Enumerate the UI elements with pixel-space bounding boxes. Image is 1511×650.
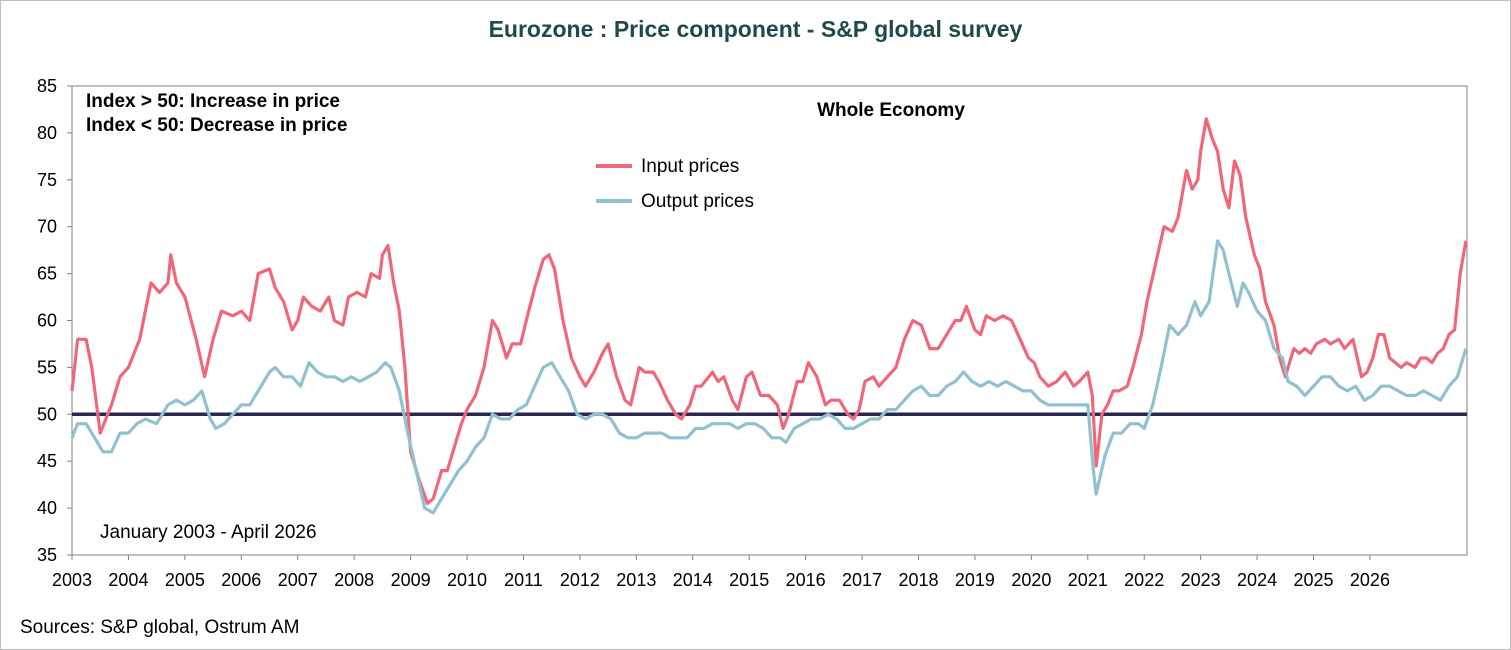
x-tick-label: 2014 [673, 570, 713, 590]
x-tick-label: 2022 [1124, 570, 1164, 590]
plot-area-border [71, 85, 1468, 556]
x-tick-label: 2009 [391, 570, 431, 590]
axes [71, 85, 1468, 556]
y-tick-label: 35 [37, 545, 57, 565]
x-tick-label: 2007 [278, 570, 318, 590]
x-tick-label: 2016 [786, 570, 826, 590]
x-tick-label: 2010 [447, 570, 487, 590]
y-tick-label: 70 [37, 217, 57, 237]
x-tick-label: 2021 [1068, 570, 1108, 590]
legend-label-output: Output prices [641, 191, 754, 212]
series-line-output-prices [70, 239, 1468, 515]
x-axis-ticks: 2003 2004 2005 2006 2007 2008 2009 2010 2011 2012… [52, 555, 1390, 590]
y-tick-label: 55 [37, 357, 57, 377]
source-note: Sources: S&P global, Ostrum AM [20, 617, 300, 638]
x-tick-label: 2012 [560, 570, 600, 590]
x-tick-label: 2019 [955, 570, 995, 590]
x-tick-label: 2006 [221, 570, 261, 590]
x-tick-label: 2011 [504, 570, 543, 590]
x-tick-label: 2005 [165, 570, 205, 590]
x-tick-label: 2004 [108, 570, 148, 590]
series-line-input-prices [70, 117, 1468, 505]
y-tick-label: 80 [37, 123, 57, 143]
y-tick-label: 45 [37, 451, 57, 471]
x-tick-label: 2018 [898, 570, 938, 590]
period-label: January 2003 - April 2026 [100, 522, 317, 543]
y-tick-label: 75 [37, 170, 57, 190]
x-tick-label: 2024 [1237, 570, 1277, 590]
x-tick-label: 2017 [842, 570, 882, 590]
x-tick-label: 2015 [729, 570, 769, 590]
annotation-index-up: Index > 50: Increase in price [86, 91, 340, 112]
x-tick-label: 2020 [1011, 570, 1051, 590]
y-tick-label: 40 [37, 498, 57, 518]
x-tick-label: 2023 [1181, 570, 1221, 590]
x-tick-label: 2013 [616, 570, 656, 590]
annotation-index-down: Index < 50: Decrease in price [86, 115, 347, 136]
y-tick-label: 65 [37, 264, 57, 284]
legend-label-input: Input prices [641, 156, 739, 177]
x-tick-label: 2026 [1350, 570, 1390, 590]
y-axis-ticks: 35 40 45 50 55 60 65 70 75 80 85 [37, 76, 72, 565]
x-tick-label: 2008 [334, 570, 374, 590]
x-tick-label: 2025 [1293, 570, 1333, 590]
x-tick-label: 2003 [52, 570, 92, 590]
y-tick-label: 85 [37, 76, 57, 96]
chart-title: Eurozone : Price component - S&P global … [488, 16, 1023, 42]
y-tick-label: 60 [37, 311, 57, 331]
panel-label: Whole Economy [817, 100, 965, 121]
legend: Input prices Output prices [596, 156, 754, 212]
y-tick-label: 50 [37, 404, 57, 424]
